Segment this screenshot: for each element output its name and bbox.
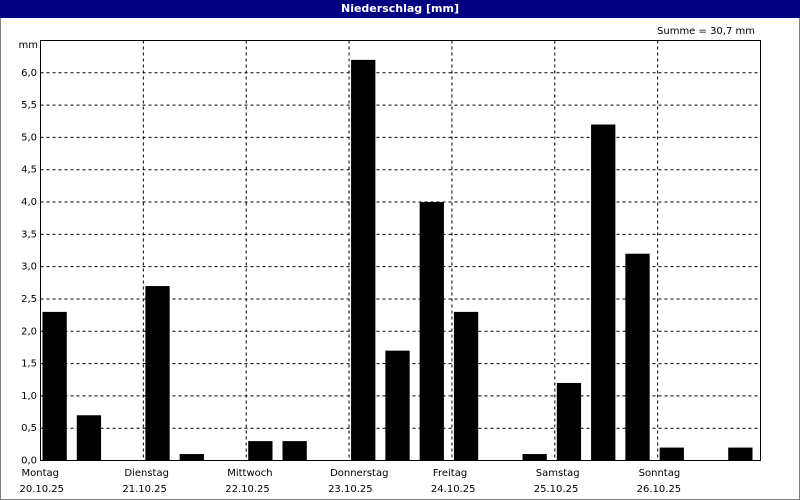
x-date-label: 21.10.25 — [122, 484, 167, 495]
bar — [625, 253, 650, 461]
bar — [453, 311, 479, 461]
title-bar — [0, 0, 800, 18]
y-tick-label: 5,0 — [21, 132, 37, 143]
y-tick-label: 0,0 — [21, 456, 37, 467]
bar — [42, 311, 67, 461]
window-title: Niederschlag [mm] — [341, 2, 459, 15]
bar — [145, 286, 170, 461]
x-tick-label: Dienstag — [124, 468, 169, 479]
x-date-label: 22.10.25 — [225, 484, 270, 495]
bar — [351, 59, 376, 461]
y-tick-label: 4,5 — [21, 165, 37, 176]
sum-annotation: Summe = 30,7 mm — [657, 26, 755, 37]
y-tick-label: 1,5 — [21, 359, 37, 370]
x-tick-label: Donnerstag — [330, 468, 388, 479]
bar — [728, 447, 753, 461]
x-date-label: 23.10.25 — [328, 484, 373, 495]
y-tick-label: 4,0 — [21, 197, 37, 208]
bar — [385, 350, 410, 461]
y-tick-label: 3,5 — [21, 229, 37, 240]
x-tick-label: Samstag — [536, 468, 580, 479]
bar — [282, 441, 307, 461]
y-tick-label: 2,5 — [21, 294, 37, 305]
x-date-label: 20.10.25 — [20, 484, 65, 495]
y-tick-label: 6,0 — [21, 68, 37, 79]
x-date-label: 26.10.25 — [637, 484, 682, 495]
bar — [419, 202, 444, 461]
bar — [556, 382, 582, 461]
bar — [591, 124, 616, 461]
bar — [76, 415, 102, 461]
y-tick-label: 0,5 — [21, 423, 37, 434]
bar — [179, 454, 204, 461]
y-tick-label: 2,0 — [21, 326, 37, 337]
y-tick-label: 1,0 — [21, 391, 37, 402]
x-date-label: 25.10.25 — [534, 484, 579, 495]
bar — [659, 447, 684, 461]
x-tick-label: Montag — [22, 468, 59, 479]
x-tick-label: Sonntag — [639, 468, 681, 479]
y-axis-label: mm — [19, 40, 38, 51]
x-tick-label: Freitag — [433, 468, 467, 479]
x-date-label: 24.10.25 — [431, 484, 476, 495]
bar — [522, 454, 547, 461]
y-tick-label: 3,0 — [21, 262, 37, 273]
y-tick-label: 5,5 — [21, 100, 37, 111]
x-tick-label: Mittwoch — [227, 468, 272, 479]
bar — [248, 441, 273, 461]
